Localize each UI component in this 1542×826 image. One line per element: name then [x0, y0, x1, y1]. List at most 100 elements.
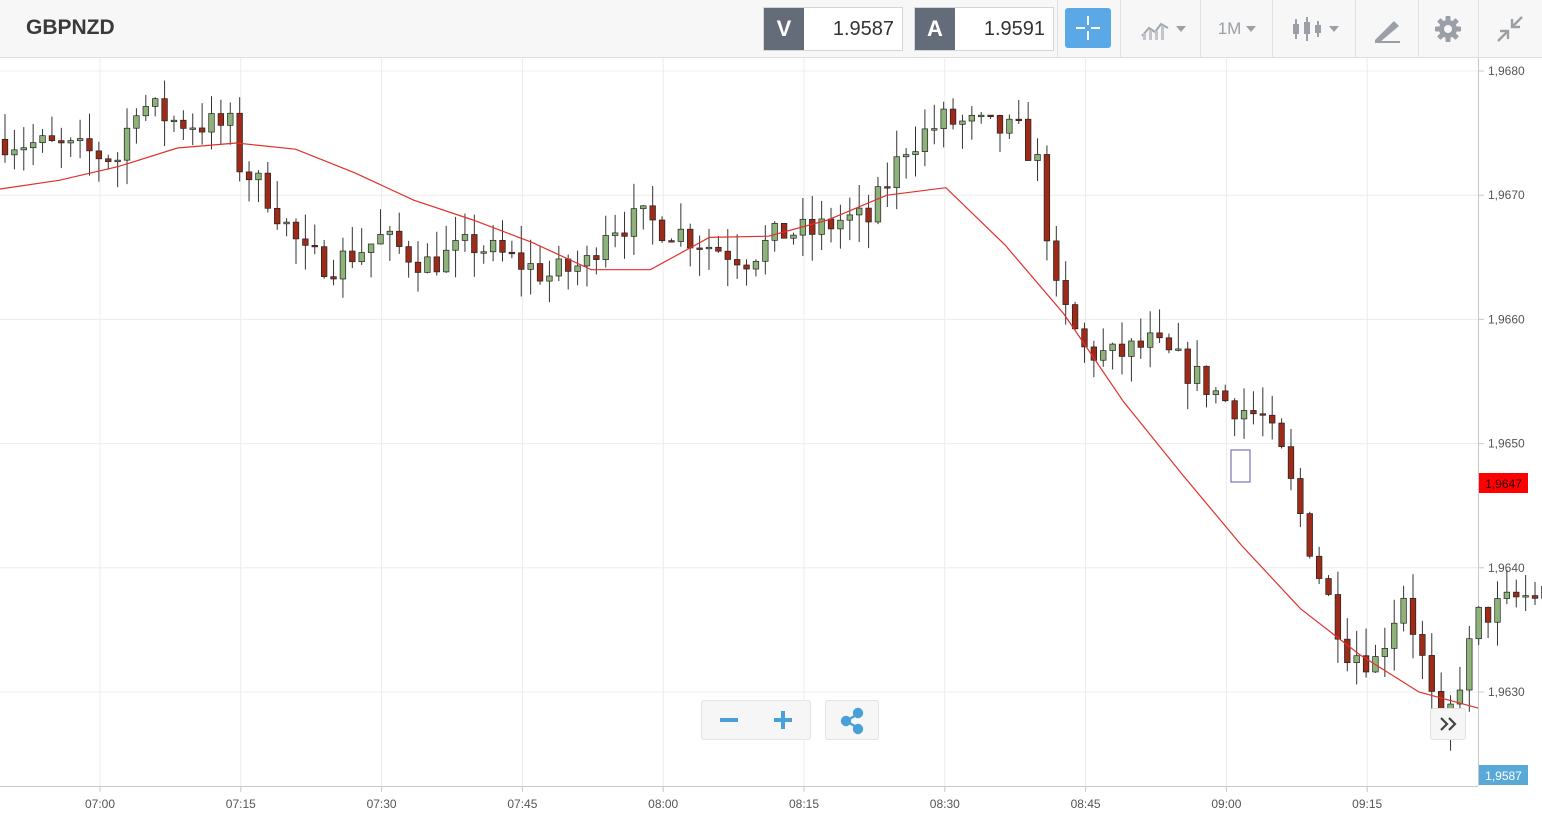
bearish-candle — [687, 228, 694, 249]
bearish-candle — [1071, 304, 1079, 330]
moving-average-line — [0, 142, 1479, 709]
candle-style-button[interactable] — [1282, 8, 1346, 50]
bearish-candle — [987, 114, 994, 118]
bullish-candle — [424, 256, 431, 273]
crosshair-button[interactable] — [1065, 8, 1111, 48]
collapse-icon — [1497, 16, 1523, 42]
bearish-candle — [414, 261, 422, 273]
x-tick-label: 08:15 — [789, 797, 819, 811]
bullish-candle — [142, 106, 149, 117]
bullish-candle — [640, 205, 647, 210]
bearish-candle — [330, 276, 337, 280]
bearish-candle — [217, 113, 225, 126]
x-tick-label: 07:45 — [507, 797, 537, 811]
price-chart[interactable]: 1,9680 1,9670 1,9660 1,9650 1,9640 1,9630 07:… — [0, 58, 1542, 826]
bearish-candle — [433, 256, 440, 273]
toolbar: GBPNZD V 1.9587 A 1.9591 1M — [0, 0, 1542, 58]
ask-value: 1.9591 — [983, 17, 1045, 40]
bullish-candle — [1100, 350, 1107, 361]
bearish-candle — [1156, 332, 1163, 339]
bullish-candle — [1175, 348, 1182, 351]
bearish-candle — [396, 230, 403, 247]
bullish-candle — [227, 112, 234, 126]
ask-label: A — [915, 8, 955, 50]
zoom-in-button[interactable] — [756, 701, 810, 739]
bearish-candle — [668, 240, 675, 243]
bullish-candle — [39, 135, 46, 143]
bearish-candle — [996, 115, 1004, 134]
bearish-candle — [198, 127, 206, 133]
bearish-candle — [499, 239, 506, 253]
bullish-candle — [283, 221, 290, 225]
x-tick-label: 09:00 — [1211, 797, 1241, 811]
bullish-candle — [133, 115, 140, 129]
bid-price-tag: 1,9587 — [1479, 765, 1528, 785]
bearish-candle — [95, 150, 103, 160]
bearish-candle — [1287, 446, 1295, 479]
scroll-right-button[interactable] — [1430, 708, 1466, 740]
x-tick-label: 09:15 — [1352, 797, 1382, 811]
bearish-candle — [86, 138, 93, 152]
bullish-candle — [893, 156, 900, 189]
bearish-candle — [1513, 591, 1520, 598]
bullish-candle — [123, 127, 131, 161]
bearish-candle — [1315, 555, 1323, 579]
y-tick-label: 1,9660 — [1488, 312, 1525, 326]
bullish-candle — [555, 258, 562, 277]
x-tick-label: 08:30 — [930, 797, 960, 811]
bullish-candle — [583, 255, 591, 267]
bullish-candle — [1456, 689, 1464, 705]
bearish-candle — [884, 186, 891, 189]
last-price-tag: 1,9647 — [1479, 473, 1528, 493]
bullish-candle — [189, 127, 196, 130]
bearish-candle — [48, 135, 56, 141]
bearish-candle — [1419, 634, 1426, 656]
bullish-candle — [1400, 597, 1407, 624]
bullish-candle — [1503, 591, 1511, 599]
bullish-candle — [921, 128, 929, 152]
bullish-candle — [968, 114, 975, 122]
chart-type-button[interactable] — [1130, 8, 1194, 50]
bullish-candle — [630, 208, 638, 237]
bullish-candle — [461, 234, 469, 241]
drawing-tool-button[interactable] — [1362, 8, 1412, 50]
y-tick-label: 1,9680 — [1488, 64, 1525, 78]
bearish-candle — [1203, 365, 1210, 395]
timeframe-select[interactable]: 1M — [1206, 8, 1268, 50]
bearish-candle — [1409, 597, 1417, 635]
candlestick-icon — [1292, 17, 1321, 41]
bullish-candle — [790, 234, 797, 239]
collapse-button[interactable] — [1487, 8, 1533, 50]
y-tick-label: 1,9640 — [1488, 561, 1525, 575]
bearish-candle — [1325, 578, 1332, 595]
bullish-candle — [752, 260, 760, 270]
settings-button[interactable] — [1425, 8, 1471, 50]
bearish-candle — [827, 218, 835, 230]
bullish-candle — [912, 151, 919, 155]
bullish-candle — [762, 239, 769, 262]
zoom-controls — [701, 700, 811, 740]
bullish-candle — [1466, 638, 1473, 691]
bearish-candle — [809, 218, 816, 235]
bearish-candle — [593, 255, 600, 260]
ask-quote[interactable]: A 1.9591 — [914, 7, 1054, 51]
bullish-candle — [940, 108, 947, 130]
bullish-candle — [208, 113, 215, 133]
zoom-out-button[interactable] — [702, 701, 756, 739]
bullish-candle — [67, 140, 74, 144]
y-tick-label: 1,9650 — [1488, 437, 1525, 451]
bullish-candle — [358, 252, 365, 263]
bid-price-label: 1,9587 — [1485, 769, 1522, 783]
bid-quote[interactable]: V 1.9587 — [763, 7, 903, 51]
bearish-candle — [865, 207, 872, 223]
bearish-candle — [1118, 343, 1126, 357]
bullish-candle — [443, 249, 450, 273]
bullish-candle — [574, 265, 581, 272]
bullish-candle — [856, 207, 863, 216]
bullish-candle — [1212, 390, 1220, 395]
bearish-candle — [565, 258, 572, 272]
share-button[interactable] — [825, 700, 879, 740]
bullish-candle — [705, 246, 713, 250]
bullish-candle — [152, 98, 159, 107]
bullish-candle — [480, 251, 487, 254]
